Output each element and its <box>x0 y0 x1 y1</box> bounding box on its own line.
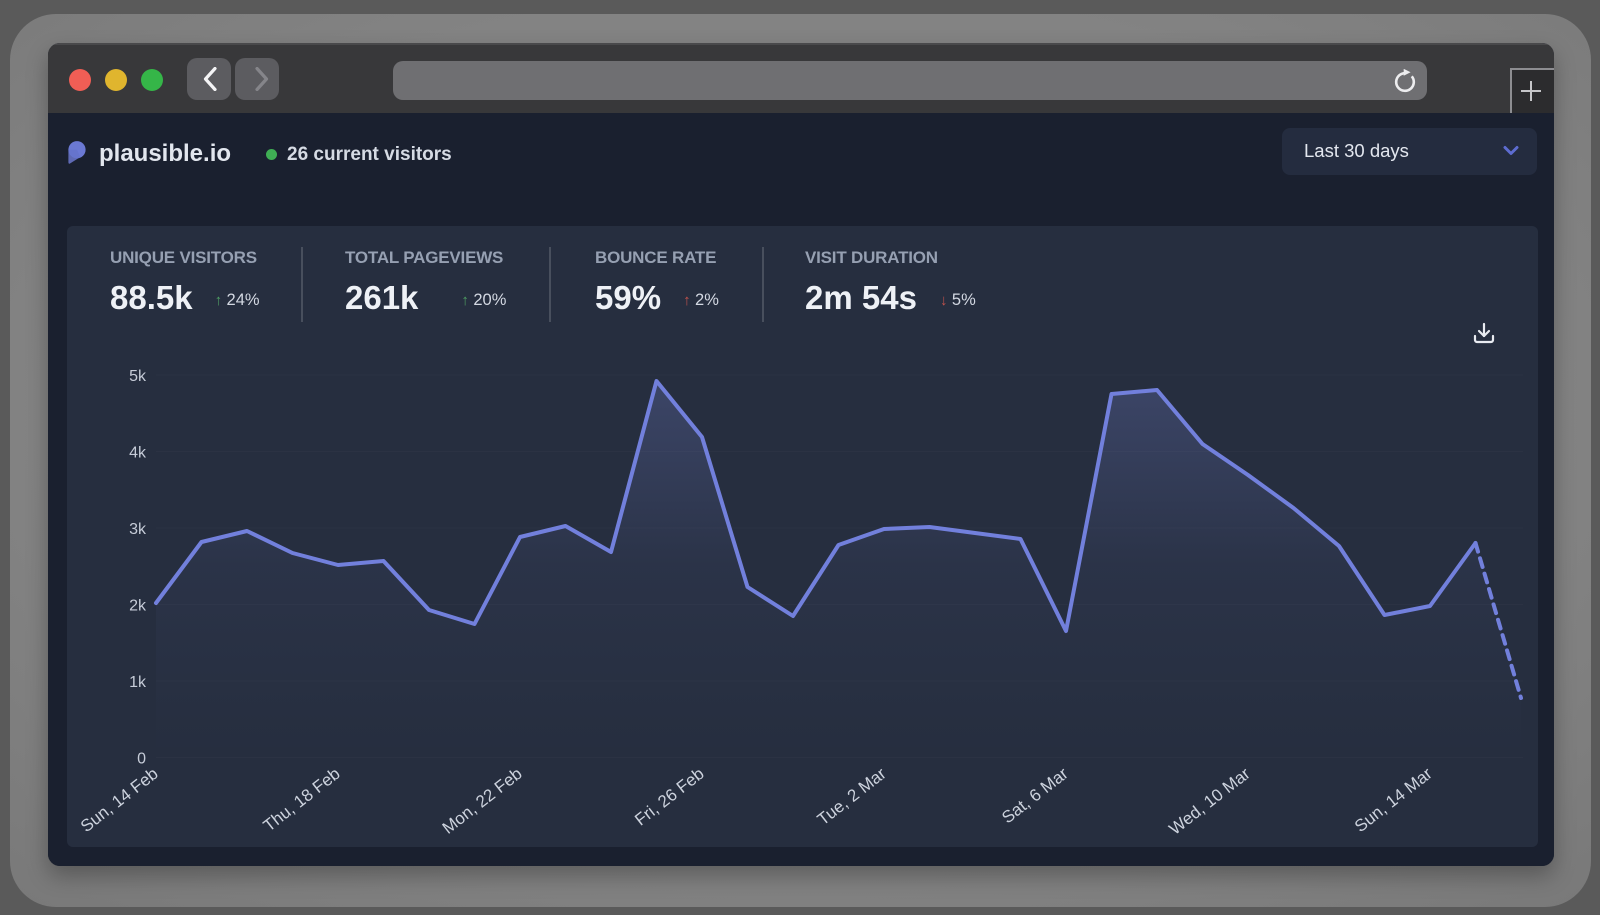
svg-text:2k: 2k <box>129 598 147 615</box>
svg-text:4k: 4k <box>129 445 147 462</box>
svg-text:5k: 5k <box>129 368 147 385</box>
svg-text:1k: 1k <box>129 674 147 691</box>
svg-text:3k: 3k <box>129 521 147 538</box>
svg-text:0: 0 <box>137 751 146 768</box>
